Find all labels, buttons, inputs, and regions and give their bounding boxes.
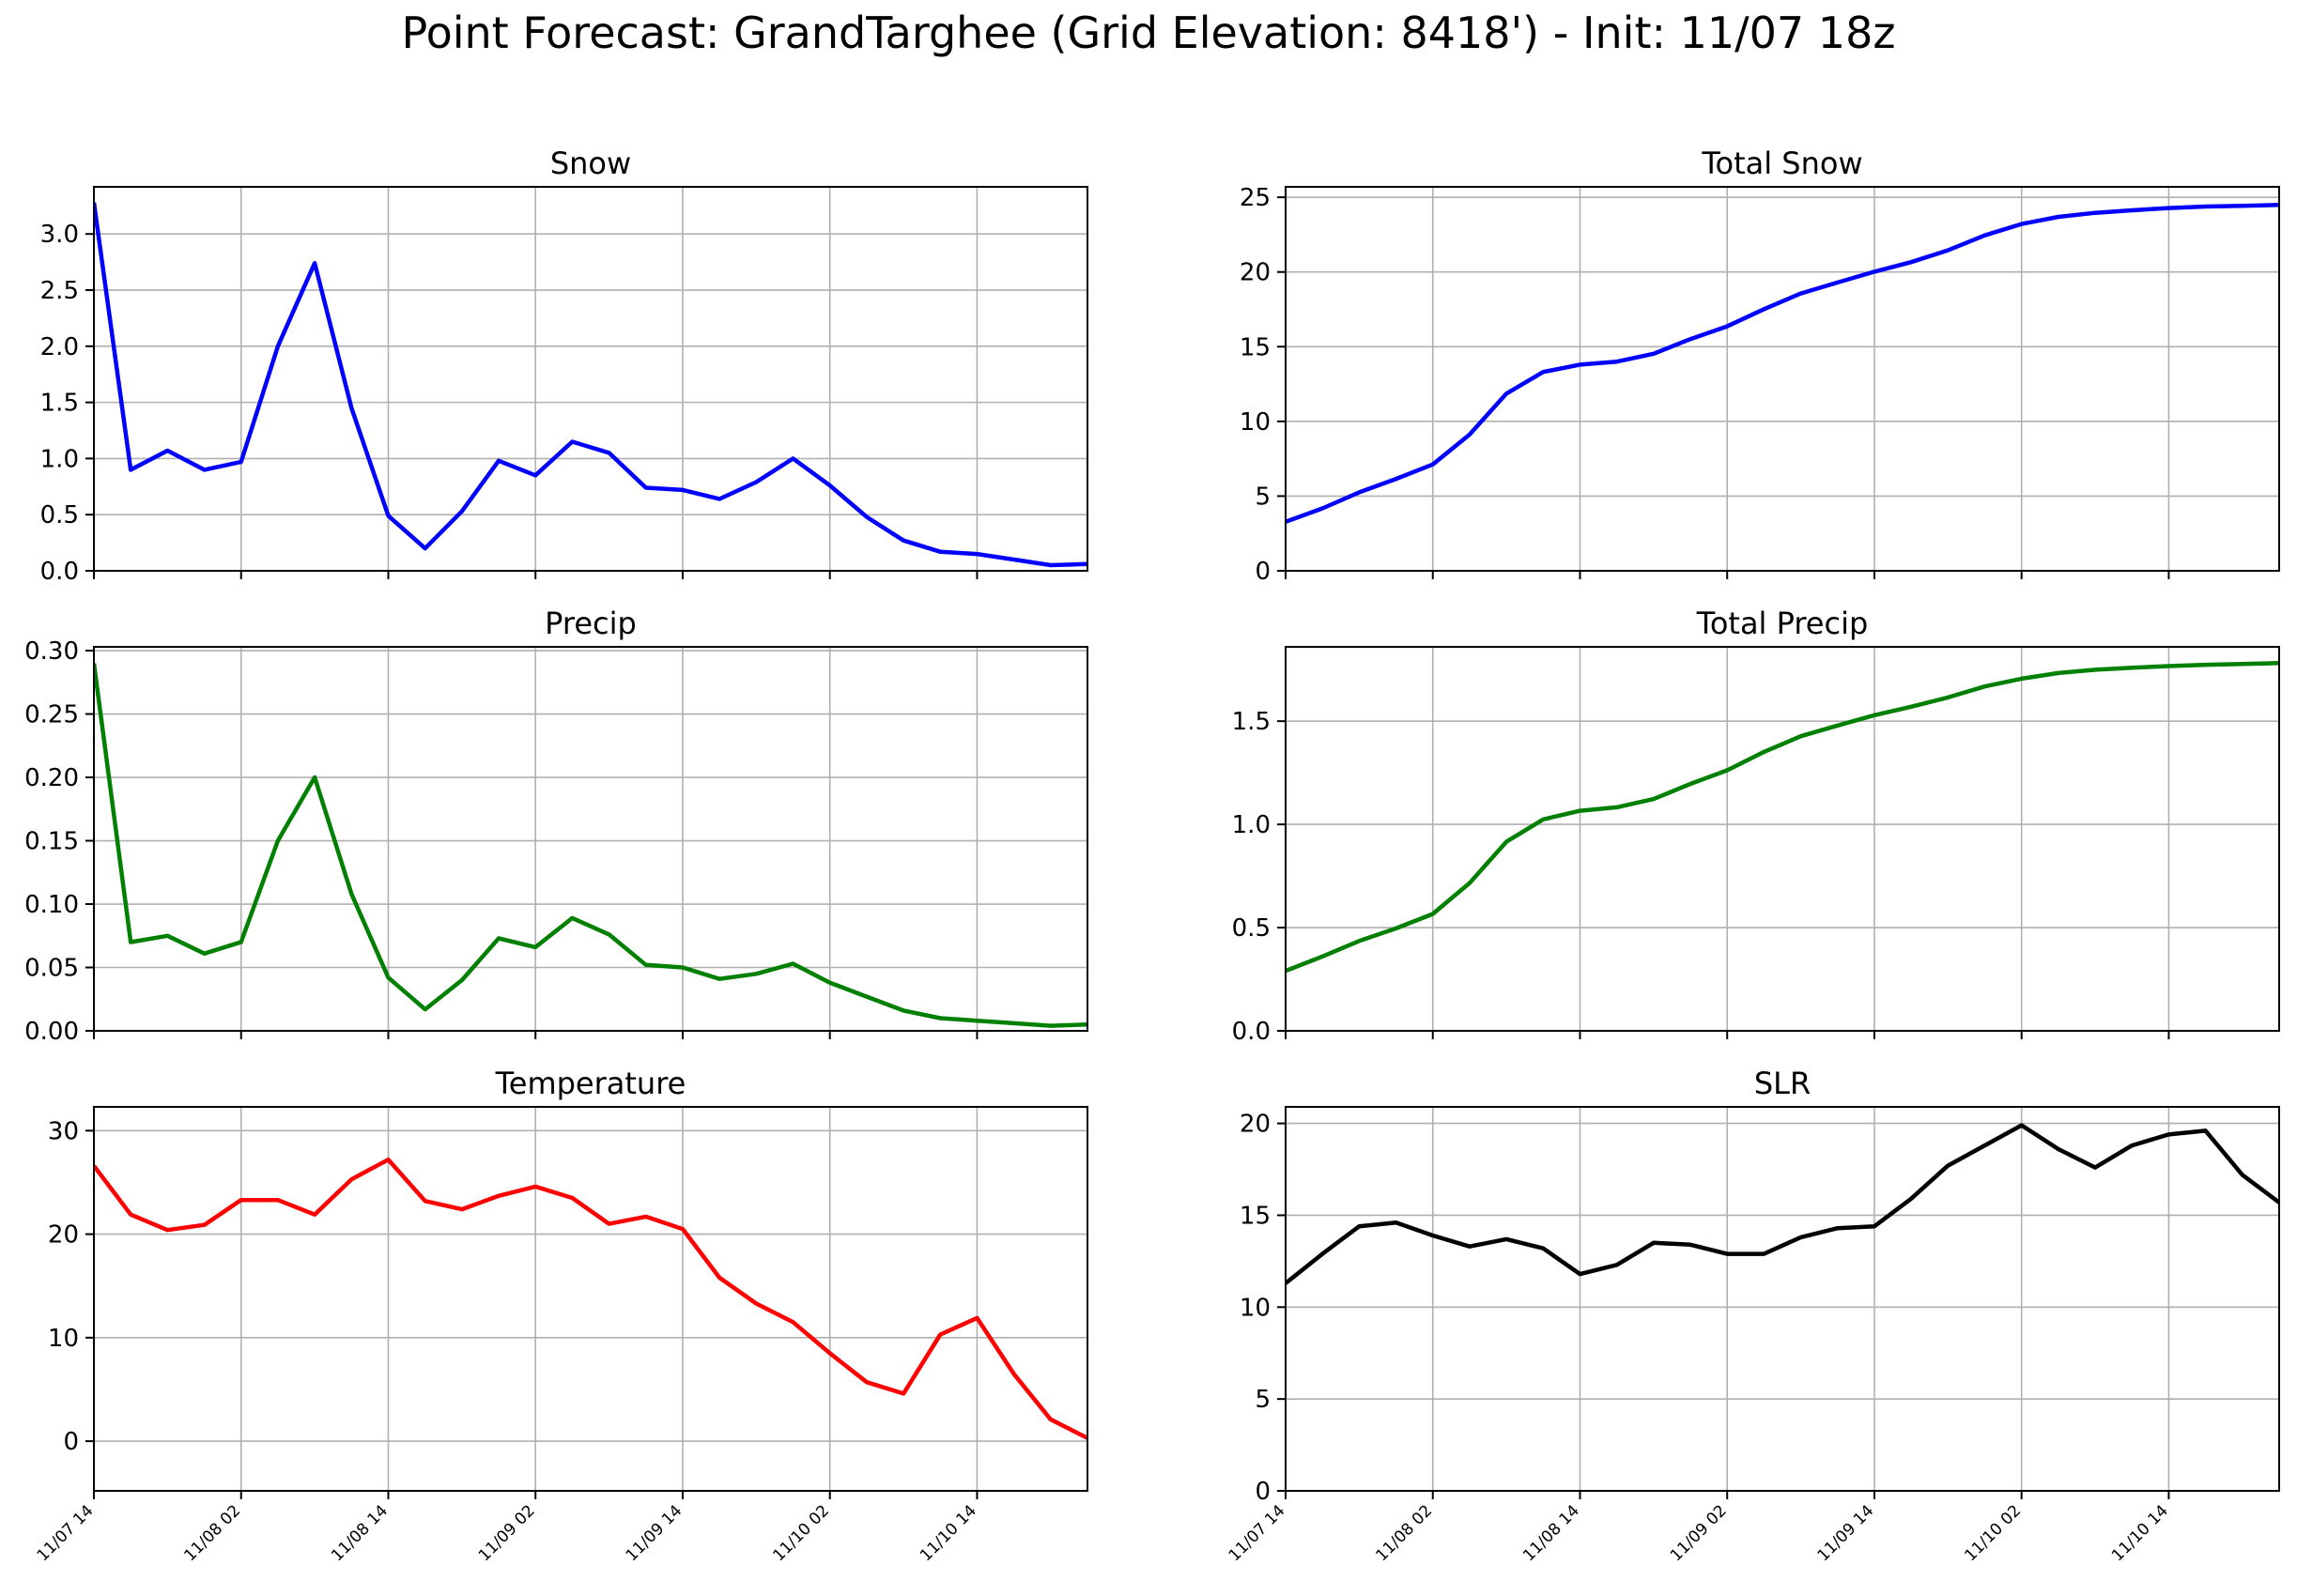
panel-total-precip: Total Precip 0.0 0.5 1.0 1.5 [1232, 606, 2280, 1046]
panel-precip: Precip 0.00 0.05 0.10 0.15 0.20 0.25 0.30 [24, 606, 1088, 1046]
y-tick-label: 0.0 [40, 558, 79, 586]
y-tick-label: 30 [48, 1117, 79, 1145]
y-tick-label: 1.0 [40, 445, 79, 473]
x-tick-label: 11/10 14 [2108, 1501, 2172, 1565]
y-tick-label: 10 [1240, 1294, 1271, 1322]
y-tick-label: 0.20 [24, 764, 79, 792]
y-tick-label: 20 [48, 1221, 79, 1250]
x-tick-label: 11/10 14 [917, 1501, 980, 1565]
panel-total-snow: Total Snow 0 5 10 15 20 25 [1240, 146, 2280, 586]
x-tick-label: 11/09 02 [1667, 1501, 1731, 1565]
axes-frame [93, 186, 1088, 572]
y-tick-label: 0.0 [1232, 1018, 1271, 1046]
axes-frame [93, 1106, 1088, 1492]
y-tick-label: 0.5 [40, 501, 79, 529]
panel-title: Total Precip [1696, 606, 1869, 641]
x-tick-label: 11/10 02 [769, 1501, 833, 1565]
y-tick-label: 1.0 [1232, 811, 1271, 839]
y-tick-label: 15 [1240, 1202, 1271, 1230]
series-line [94, 1157, 1087, 1440]
y-tick-label: 0.15 [24, 828, 79, 856]
y-tick-label: 3.0 [40, 221, 79, 249]
y-tick-label: 25 [1240, 184, 1271, 212]
y-tick-label: 0.00 [24, 1018, 79, 1046]
y-tick-label: 0.5 [1232, 914, 1271, 943]
x-tick-label: 11/10 02 [1961, 1501, 2025, 1565]
panel-title: Snow [550, 146, 631, 181]
series-line [1286, 660, 2279, 974]
y-tick-label: 1.5 [1232, 708, 1271, 736]
x-tick-label: 11/08 02 [180, 1501, 244, 1565]
x-tick-label: 11/07 14 [1226, 1501, 1289, 1565]
series-line [1286, 1123, 2279, 1285]
panel-snow: Snow 0.0 0.5 1.0 1.5 2.0 2.5 3.0 [40, 146, 1088, 586]
panel-temperature: Temperature 0 10 20 30 11/07 14 11/08 02 11/08 … [34, 1066, 1088, 1565]
y-tick-label: 2.0 [40, 333, 79, 361]
y-tick-label: 10 [1240, 408, 1271, 437]
series-line [94, 202, 1087, 568]
y-tick-label: 0 [1255, 558, 1271, 586]
y-tick-label: 0.10 [24, 891, 79, 919]
y-tick-label: 0.30 [24, 637, 79, 666]
y-tick-label: 15 [1240, 333, 1271, 361]
panel-title: Temperature [495, 1066, 686, 1101]
x-tick-label: 11/09 02 [475, 1501, 539, 1565]
x-tick-label: 11/09 14 [623, 1501, 686, 1565]
axes-frame [93, 646, 1088, 1032]
panel-slr: SLR 0 5 10 15 20 11/07 14 11/08 02 11/08 14 11/09… [1226, 1066, 2280, 1565]
y-tick-label: 0 [1255, 1478, 1271, 1506]
x-tick-label: 11/08 02 [1372, 1501, 1436, 1565]
series-line [94, 663, 1087, 1028]
y-tick-label: 5 [1255, 1386, 1271, 1414]
series-line [1286, 203, 2279, 524]
y-tick-label: 2.5 [40, 277, 79, 305]
x-tick-label: 11/07 14 [34, 1501, 98, 1565]
x-tick-label: 11/08 14 [328, 1501, 392, 1565]
y-tick-label: 0.05 [24, 955, 79, 983]
panel-title: Precip [545, 606, 637, 641]
y-tick-label: 10 [48, 1325, 79, 1353]
x-tick-label: 11/08 14 [1519, 1501, 1583, 1565]
y-tick-label: 20 [1240, 259, 1271, 287]
y-tick-label: 5 [1255, 483, 1271, 511]
panel-title: Total Snow [1701, 146, 1862, 181]
y-tick-label: 20 [1240, 1111, 1271, 1139]
axes-frame [1285, 1106, 2280, 1492]
y-tick-label: 0.25 [24, 701, 79, 729]
y-tick-label: 0 [63, 1428, 79, 1456]
axes-frame [1285, 646, 2280, 1032]
figure-title: Point Forecast: GrandTarghee (Grid Eleva… [401, 8, 1896, 58]
x-tick-label: 11/09 14 [1814, 1501, 1878, 1565]
y-tick-label: 1.5 [40, 390, 79, 418]
axes-frame [1285, 186, 2280, 572]
panel-title: SLR [1754, 1066, 1811, 1101]
